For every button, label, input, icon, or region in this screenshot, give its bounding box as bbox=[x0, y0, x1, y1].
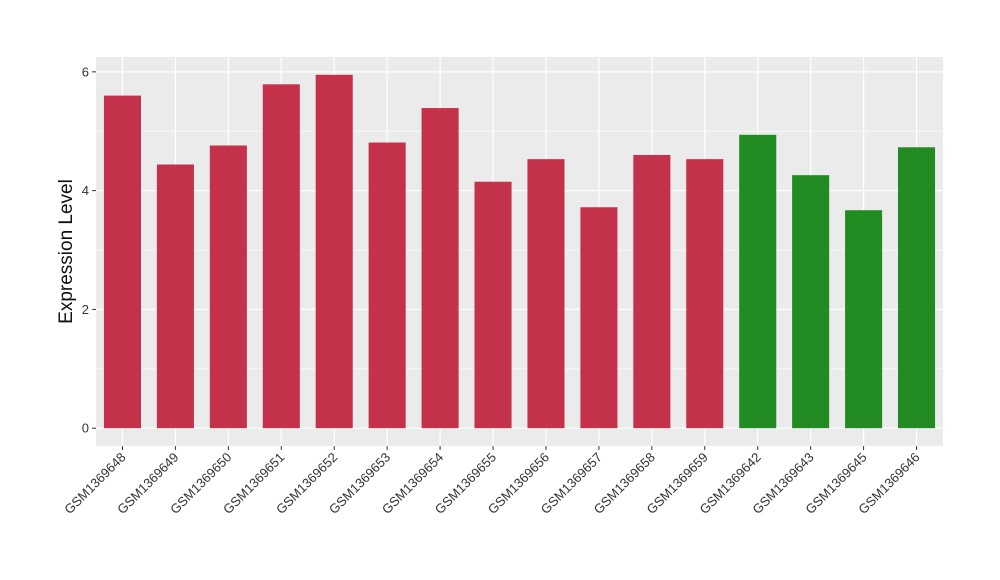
bar-gsm1369650 bbox=[209, 145, 247, 429]
bar-gsm1369652 bbox=[315, 74, 353, 429]
bar-gsm1369658 bbox=[633, 154, 671, 429]
bar-gsm1369649 bbox=[156, 164, 194, 429]
bar-gsm1369653 bbox=[368, 142, 406, 429]
bar-gsm1369651 bbox=[262, 84, 300, 429]
bar-gsm1369646 bbox=[898, 147, 936, 429]
bar-gsm1369656 bbox=[527, 159, 565, 429]
bars bbox=[103, 74, 936, 429]
y-tick-label: 6 bbox=[82, 64, 89, 79]
y-tick-label: 4 bbox=[82, 183, 89, 198]
y-tick-label: 0 bbox=[82, 421, 89, 436]
bar-gsm1369648 bbox=[103, 95, 141, 429]
y-axis: 0 2 4 6 bbox=[82, 64, 96, 436]
y-tick-label: 2 bbox=[82, 302, 89, 317]
bar-gsm1369642 bbox=[739, 134, 777, 429]
bar-gsm1369654 bbox=[421, 108, 459, 429]
bar-gsm1369645 bbox=[845, 210, 883, 429]
bar-gsm1369657 bbox=[580, 207, 618, 429]
bar-gsm1369655 bbox=[474, 181, 512, 429]
bar-gsm1369643 bbox=[792, 175, 830, 429]
bar-gsm1369659 bbox=[686, 159, 724, 429]
y-axis-title: Expression Level bbox=[56, 179, 77, 324]
x-axis: GSM1369648GSM1369649GSM1369650GSM1369651… bbox=[61, 446, 923, 517]
